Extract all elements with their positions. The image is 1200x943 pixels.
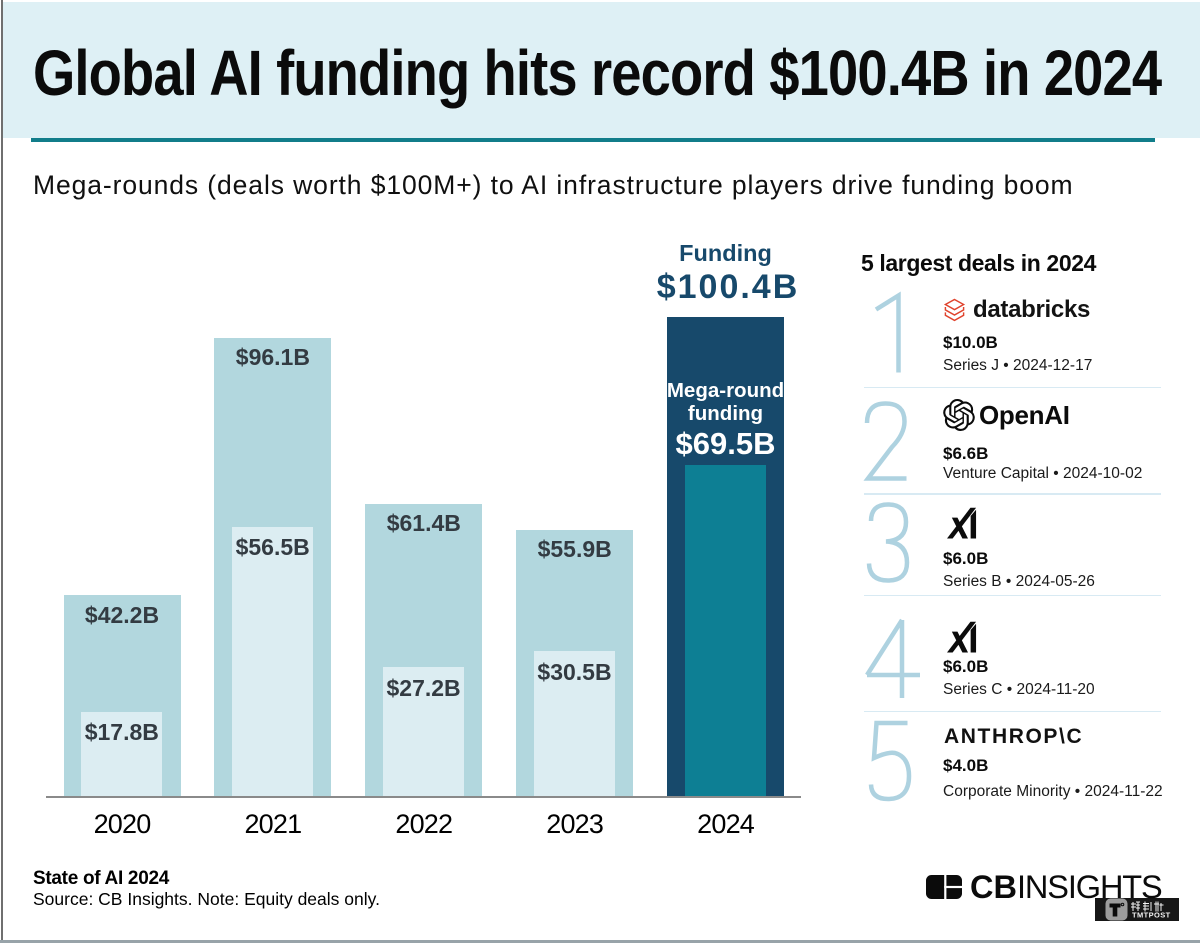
svg-text:TMTPOST: TMTPOST	[1132, 910, 1171, 919]
